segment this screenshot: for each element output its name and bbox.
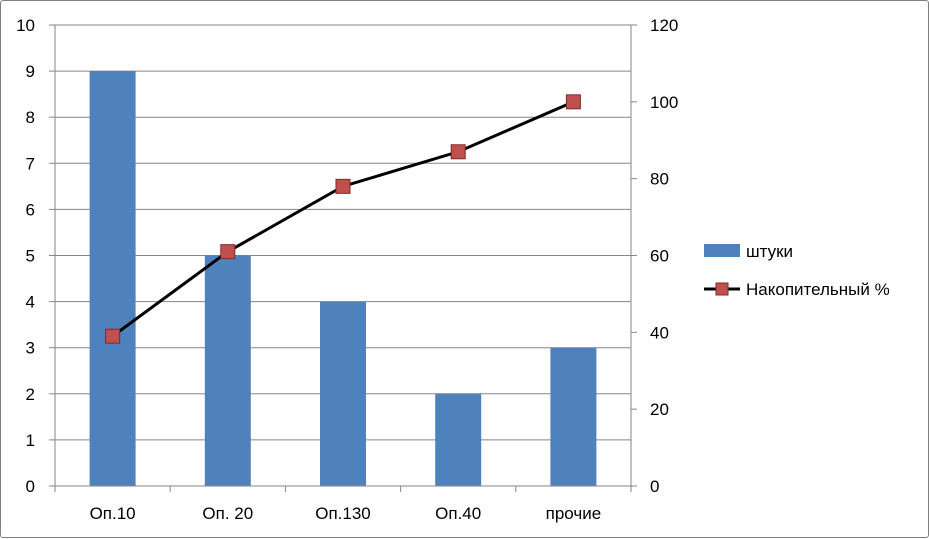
y-right-tick-label: 60 xyxy=(650,247,669,266)
y-right-tick-label: 20 xyxy=(650,400,669,419)
legend-label-line: Накопительный % xyxy=(746,280,890,299)
grid-lines xyxy=(55,24,631,441)
y-left-tick-label: 9 xyxy=(26,62,35,81)
y-left-tick-label: 1 xyxy=(26,431,35,450)
y-left-tick-label: 10 xyxy=(16,16,35,35)
x-tick-label: Оп. 20 xyxy=(202,504,253,523)
cumulative-polyline xyxy=(111,100,574,338)
y-right-tick-label: 80 xyxy=(650,170,669,189)
y-left-tick-label: 8 xyxy=(26,108,35,127)
legend: штуки Накопительный % xyxy=(704,242,890,299)
line-marker xyxy=(220,244,236,260)
legend-swatch-bar xyxy=(704,244,740,257)
bars xyxy=(89,71,597,486)
bar xyxy=(320,301,366,486)
y-left-tick-label: 5 xyxy=(26,247,35,266)
y-left-tick-label: 7 xyxy=(26,154,35,173)
y-left-tick-label: 6 xyxy=(26,200,35,219)
y-left-tick-label: 2 xyxy=(26,385,35,404)
line-marker xyxy=(105,328,121,344)
bar xyxy=(550,347,597,486)
bar xyxy=(204,255,251,486)
y-right-tick-label: 40 xyxy=(650,323,669,342)
x-tick-label: Оп.130 xyxy=(315,504,371,523)
axes xyxy=(49,24,637,492)
x-tick-label: Оп.40 xyxy=(435,504,481,523)
line-marker xyxy=(450,144,466,160)
y-right-tick-label: 0 xyxy=(650,477,659,496)
cumulative-line xyxy=(105,94,581,344)
x-tick-label: прочие xyxy=(546,504,602,523)
y-left-tick-label: 3 xyxy=(26,339,35,358)
legend-label-bar: штуки xyxy=(746,242,793,261)
y-left-tick-label: 0 xyxy=(26,477,35,496)
line-marker xyxy=(335,178,351,194)
x-tick-label: Оп.10 xyxy=(90,504,136,523)
y-left-tick-label: 4 xyxy=(26,293,35,312)
y-right-tick-label: 120 xyxy=(650,16,678,35)
legend-swatch-marker xyxy=(715,282,729,296)
bar xyxy=(435,393,482,486)
line-marker xyxy=(565,94,581,110)
y-right-tick-label: 100 xyxy=(650,93,678,112)
bar xyxy=(89,71,136,486)
